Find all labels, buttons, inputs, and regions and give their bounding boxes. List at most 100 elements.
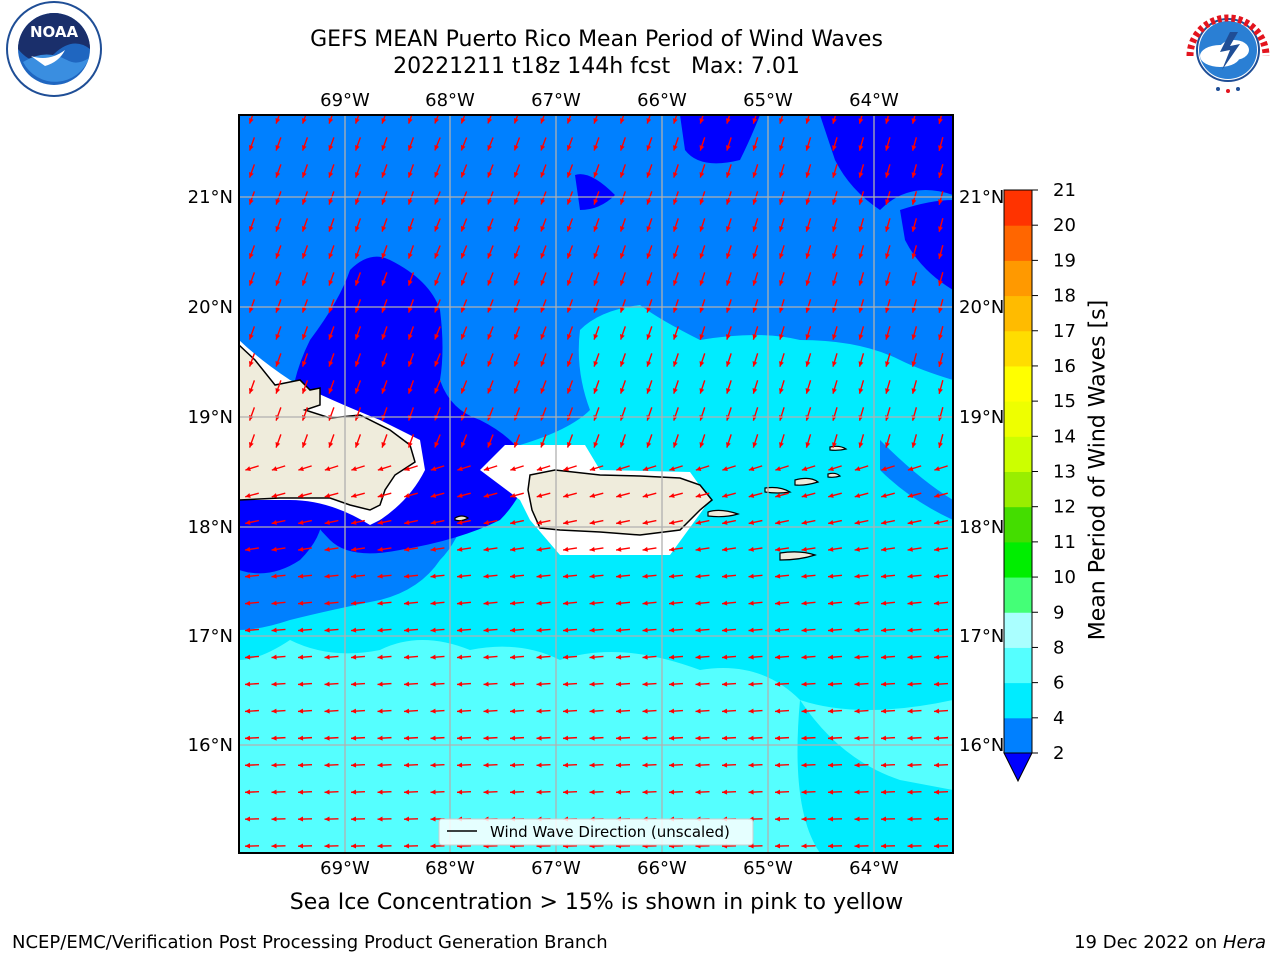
- wave-arrow-head: [669, 627, 675, 633]
- wave-arrow-head: [275, 280, 281, 286]
- period-band-0-2-north: [680, 115, 760, 164]
- wave-arrow-head: [324, 762, 330, 768]
- wave-arrow-head: [934, 843, 940, 849]
- wave-arrow-head: [748, 519, 755, 525]
- wave-arrow-head: [699, 280, 705, 286]
- wave-arrow-head: [351, 843, 357, 849]
- wave-arrow-head: [566, 307, 572, 313]
- colorbar-swatch: [1004, 647, 1032, 684]
- lon-label-bottom: 66°W: [637, 858, 687, 879]
- wave-arrow-head: [726, 172, 731, 178]
- wave-arrow-head: [858, 199, 864, 205]
- wave-arrow-head: [616, 573, 622, 579]
- anguilla-island: [829, 445, 848, 451]
- wave-arrow-head: [616, 681, 622, 687]
- wave-arrow-head: [699, 118, 705, 124]
- wave-arrow-head: [775, 519, 781, 525]
- wave-arrow-head: [805, 307, 811, 313]
- colorbar-swatch: [1004, 541, 1032, 578]
- wave-arrow-head: [248, 226, 254, 232]
- lon-label-bottom: 67°W: [531, 858, 581, 879]
- wave-arrow-head: [245, 546, 251, 552]
- wave-arrow-head: [881, 789, 887, 795]
- wave-arrow-head: [483, 546, 489, 552]
- colorbar-tick-label: 13: [1053, 462, 1076, 483]
- wave-arrow-head: [298, 735, 304, 741]
- wave-arrow-head: [404, 735, 410, 741]
- wave-arrow-head: [779, 118, 784, 124]
- wave-arrow-head: [351, 493, 357, 498]
- wave-arrow-head: [722, 519, 728, 525]
- wave-arrow-head: [672, 280, 678, 286]
- wave-arrow-head: [589, 573, 595, 579]
- wave-arrow-head: [722, 708, 728, 714]
- wave-arrow-head: [854, 546, 860, 552]
- wave-arrow-head: [377, 843, 383, 849]
- virgin-island-2: [794, 477, 820, 486]
- wave-arrow-head: [593, 334, 599, 340]
- chart-title: GEFS MEAN Puerto Rico Mean Period of Win…: [310, 27, 883, 52]
- wave-arrow-head: [854, 519, 861, 525]
- wave-arrow-head: [245, 466, 251, 471]
- wave-arrow-head: [513, 198, 519, 205]
- st-croix-island: [779, 551, 817, 561]
- wave-arrow-head: [805, 334, 811, 340]
- wave-arrow-head: [487, 198, 493, 205]
- colorbar-tick-label: 16: [1053, 356, 1076, 377]
- wave-arrow-head: [324, 600, 330, 606]
- wave-arrow-head: [536, 735, 542, 741]
- lat-label-right: 21°N: [959, 187, 1004, 208]
- wave-arrow-head: [619, 442, 625, 448]
- wave-arrow-head: [563, 466, 569, 471]
- wave-arrow-head: [934, 493, 940, 498]
- wave-arrow-head: [513, 360, 519, 367]
- wave-arrow-head: [805, 172, 811, 178]
- wave-arrow-head: [748, 735, 754, 741]
- wave-arrow-head: [828, 493, 834, 498]
- wave-arrow-head: [938, 307, 943, 313]
- wave-arrow-head: [646, 442, 652, 448]
- lon-label-bottom: 64°W: [849, 858, 899, 879]
- wave-arrow-head: [324, 843, 330, 849]
- wave-arrow-head: [487, 306, 493, 313]
- wave-arrow-head: [457, 546, 463, 552]
- wave-arrow-head: [881, 519, 887, 525]
- wave-arrow-head: [404, 708, 410, 714]
- wave-arrow-head: [775, 708, 781, 714]
- wave-arrow-head: [907, 816, 913, 822]
- wave-arrow-head: [510, 654, 516, 660]
- colorbar-swatch: [1004, 260, 1032, 297]
- map-frame: [238, 114, 954, 854]
- wave-arrow-head: [779, 280, 784, 286]
- wave-arrow-head: [351, 681, 357, 687]
- colorbar-tick-label: 11: [1053, 532, 1076, 553]
- wave-arrow-head: [483, 493, 490, 498]
- wave-arrow-head: [430, 789, 436, 795]
- wave-arrow-head: [805, 388, 811, 394]
- wave-arrow-head: [245, 789, 251, 795]
- wave-arrow-head: [271, 519, 278, 525]
- wave-arrow-head: [699, 253, 705, 259]
- colorbar-tick-label: 17: [1053, 321, 1076, 342]
- wave-arrow-head: [536, 627, 542, 633]
- wave-arrow-head: [748, 762, 754, 768]
- wave-arrow-head: [563, 493, 569, 498]
- wave-arrow-head: [434, 225, 440, 232]
- wave-arrow-head: [430, 600, 436, 606]
- wave-arrow-head: [854, 762, 860, 768]
- wave-arrow-head: [801, 789, 807, 795]
- wave-arrow-head: [726, 118, 731, 124]
- wave-arrow-head: [540, 171, 546, 178]
- wave-arrow-head: [881, 843, 887, 849]
- wave-arrow-head: [301, 280, 307, 286]
- wave-arrow-head: [669, 493, 675, 498]
- wave-arrow-head: [536, 546, 542, 552]
- colorbar-swatch: [1004, 506, 1032, 543]
- wave-arrow-head: [911, 388, 917, 394]
- wave-arrow-head: [589, 493, 596, 498]
- wave-arrow-head: [722, 789, 728, 795]
- wave-arrow-head: [669, 735, 675, 741]
- wave-arrow-head: [301, 388, 307, 394]
- wave-arrow-head: [832, 145, 837, 151]
- wave-arrow-head: [298, 573, 304, 579]
